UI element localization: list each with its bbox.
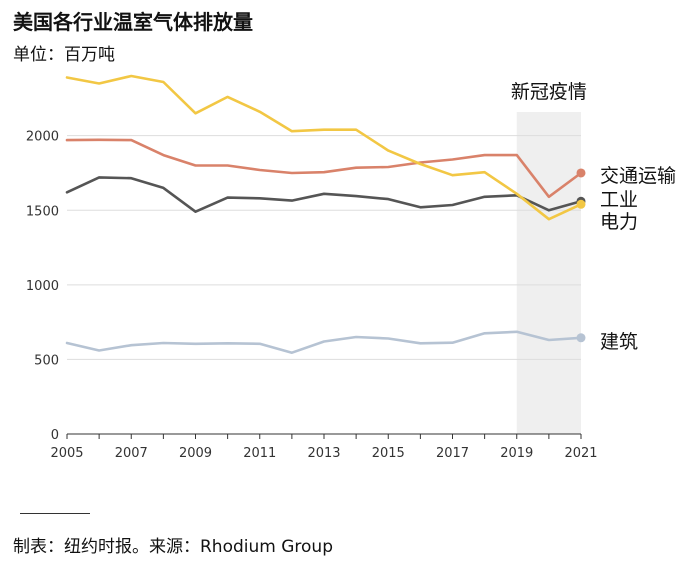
series-label-transport: 交通运输	[600, 165, 676, 187]
series-end-point-buildings	[576, 333, 586, 343]
series-line-buildings	[65, 330, 583, 355]
y-tick-label-0: 0	[51, 428, 59, 443]
series-end-point-transport	[576, 168, 586, 178]
x-tick-label-2007: 2007	[115, 446, 148, 461]
x-tick-label-2013: 2013	[307, 446, 340, 461]
x-tick-label-2021: 2021	[564, 446, 597, 461]
series-line-industry	[65, 176, 583, 213]
y-tick-label-1500: 1500	[26, 204, 59, 219]
x-tick-label-2011: 2011	[243, 446, 276, 461]
series-end-point-power	[576, 199, 586, 209]
x-tick-label-2005: 2005	[50, 446, 83, 461]
chart-title: 美国各行业温室气体排放量	[13, 10, 253, 34]
y-tick-label-1000: 1000	[26, 279, 59, 294]
chart-unit-subtitle: 单位：百万吨	[13, 45, 115, 65]
x-tick-label-2009: 2009	[179, 446, 212, 461]
y-tick-label-500: 500	[34, 353, 59, 368]
x-tick-label-2015: 2015	[372, 446, 405, 461]
y-tick-label-2000: 2000	[26, 130, 59, 145]
x-tick-label-2019: 2019	[500, 446, 533, 461]
covid-shaded-band	[516, 112, 581, 434]
source-note: 制表：纽约时报。来源：Rhodium Group	[13, 537, 333, 557]
series-label-industry: 工业	[600, 189, 638, 211]
series-line-power	[65, 74, 583, 221]
footer-divider	[20, 513, 90, 514]
series-label-buildings: 建筑	[600, 331, 638, 353]
covid-band-label: 新冠疫情	[511, 81, 587, 103]
x-tick-label-2017: 2017	[436, 446, 469, 461]
series-line-transport	[65, 138, 583, 199]
series-label-power: 电力	[600, 211, 638, 233]
